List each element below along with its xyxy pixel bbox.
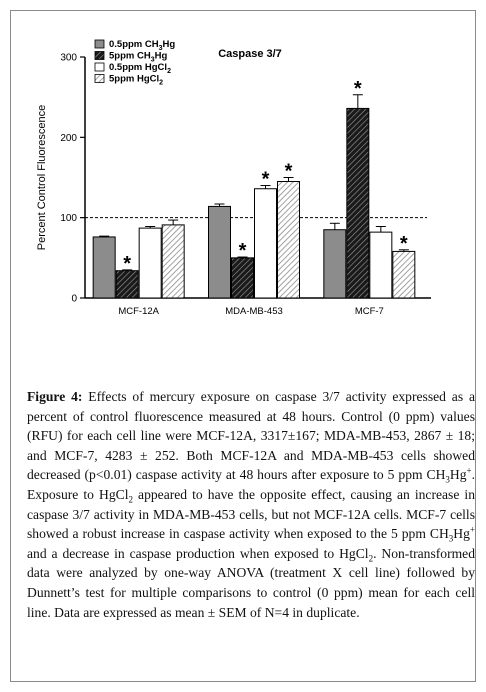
- category-label: MCF-7: [355, 306, 384, 317]
- legend-entry: 5ppm CH3Hg: [109, 51, 167, 64]
- legend-swatch: [94, 51, 105, 60]
- bar: [277, 181, 300, 299]
- legend-entry: 5ppm HgCl2: [109, 74, 163, 87]
- significance-star: *: [239, 240, 247, 262]
- bar: [254, 188, 277, 299]
- caption-label: Figure 4:: [27, 389, 83, 404]
- caption-sup-2: +: [469, 524, 475, 535]
- caption-part-2: Hg: [449, 467, 467, 483]
- caption-part-4: appeared to have the opposite effect, ca…: [27, 486, 476, 542]
- bar: [161, 224, 185, 299]
- bar: [323, 229, 347, 299]
- legend-swatch: [94, 62, 105, 72]
- legend-swatch: [94, 74, 105, 83]
- caption-part-6: and a decrease in caspase production whe…: [27, 545, 369, 561]
- y-axis-label: Percent Control Fluorescence: [36, 105, 48, 251]
- category-label: MCF-12A: [118, 306, 159, 317]
- significance-star: *: [285, 161, 293, 183]
- caption-part-1: Effects of mercury exposure on caspase 3…: [27, 389, 476, 483]
- legend-swatch: [94, 39, 105, 49]
- bar: [346, 107, 370, 299]
- chart-title: Caspase 3/7: [218, 48, 282, 60]
- y-tick-label: 0: [71, 294, 77, 305]
- y-tick-label: 100: [60, 213, 77, 224]
- significance-star: *: [123, 253, 131, 275]
- caption-sup-1: +: [466, 465, 472, 476]
- bar: [138, 227, 162, 299]
- caption-sub-2: 2: [128, 494, 133, 505]
- significance-star: *: [354, 78, 362, 100]
- legend-entry: 0.5ppm HgCl2: [109, 62, 171, 75]
- y-tick-label: 300: [60, 53, 77, 64]
- bar: [369, 231, 393, 299]
- bar: [208, 205, 231, 299]
- caspase-bar-chart: 0 100 200 300 Percent Control Fluorescence Ca…: [36, 39, 431, 317]
- legend-entry: 0.5ppm CH3Hg: [109, 39, 175, 52]
- significance-star: *: [400, 233, 408, 255]
- category-label: MDA-MB-453: [225, 306, 283, 317]
- caption-part-7: . Non-transformed data were analyzed by …: [27, 545, 475, 620]
- figure-caption: Figure 4: Effects of mercury exposure on…: [27, 387, 475, 622]
- significance-star: *: [262, 169, 270, 191]
- caption-part-5: Hg: [453, 526, 470, 542]
- bar: [392, 250, 416, 299]
- bar: [231, 257, 254, 299]
- caption-sub-3: 3: [448, 533, 454, 544]
- y-tick-label: 200: [60, 133, 77, 144]
- bar: [92, 236, 116, 299]
- caption-sub-4: 2: [368, 553, 374, 564]
- figure-frame: 0 100 200 300 Percent Control Fluorescence Ca…: [10, 10, 476, 682]
- caption-sub-1: 3: [445, 475, 450, 486]
- caption-part-3: . Exposure to HgCl: [27, 467, 475, 502]
